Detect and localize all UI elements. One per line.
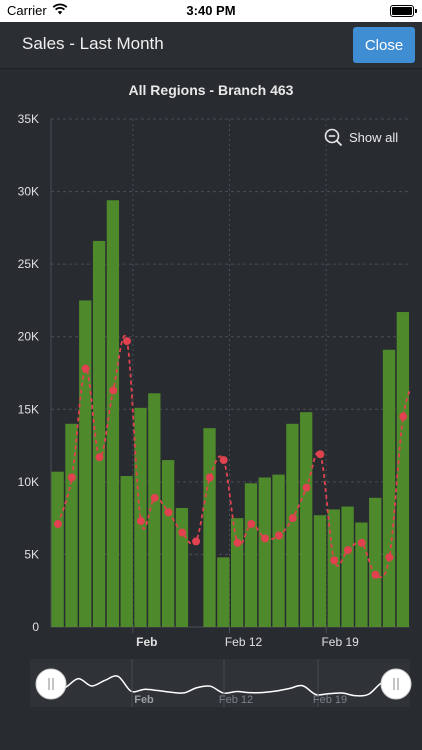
line-point (164, 508, 173, 517)
show-all-label: Show all (349, 129, 399, 145)
line-point (67, 473, 76, 482)
line-point (219, 456, 228, 465)
bar (369, 497, 382, 627)
line-series-group (54, 335, 421, 579)
handle-knob (35, 668, 67, 700)
bar-series (51, 200, 409, 628)
y-tick-label: 25K (18, 257, 39, 271)
line-point (371, 570, 380, 579)
bar (231, 518, 244, 627)
line-point (123, 337, 132, 346)
bar (396, 312, 409, 627)
bar (286, 423, 299, 627)
zoom-out-icon (324, 128, 343, 146)
chart-title: All Regions - Branch 463 (128, 82, 294, 98)
line-point (233, 538, 242, 547)
bar (272, 474, 285, 627)
line-point (54, 519, 62, 528)
line-point (81, 364, 90, 373)
line-point (385, 553, 394, 562)
wifi-icon (52, 3, 68, 15)
bar (92, 240, 106, 628)
y-tick-label: 30K (18, 185, 39, 199)
line-series (54, 335, 421, 579)
line-point (136, 517, 145, 526)
bar (217, 557, 230, 627)
bar (355, 522, 368, 627)
show-all-button[interactable]: Show all (324, 127, 398, 147)
bar (79, 300, 92, 627)
line-point (95, 453, 104, 462)
bar (203, 428, 216, 627)
y-tick-label: 10K (18, 475, 39, 489)
navigator-tick-label: Feb 19 (313, 694, 347, 706)
navigator-tick-label: Feb 12 (219, 694, 253, 706)
y-tick-label: 5K (24, 547, 39, 561)
page-title: Sales - Last Month (22, 34, 164, 53)
x-tick-label: Feb (136, 635, 157, 649)
line-point (109, 386, 118, 395)
line-point (399, 412, 408, 421)
bar (161, 460, 175, 627)
navigator-tick-label: Feb (134, 694, 154, 706)
line-point (316, 450, 325, 459)
nav-bar: Sales - Last Month Close (0, 22, 422, 69)
bar (148, 393, 161, 627)
line-point (413, 373, 421, 381)
axis-labels: 0 5K 10K 15K 20K 25K 30K 35K Feb Feb 12 Feb 19 (18, 112, 360, 649)
status-bar: Carrier 3:40 PM (0, 0, 422, 22)
bar (106, 200, 120, 627)
navigator-right-handle[interactable] (380, 668, 412, 700)
navigator-background (30, 659, 410, 707)
bar (120, 476, 133, 627)
line-point (150, 493, 159, 502)
navigator: Feb Feb 12 Feb 19 (30, 659, 412, 707)
bar (51, 471, 64, 627)
bar (300, 412, 313, 627)
y-tick-label: 35K (18, 112, 39, 126)
bar (65, 423, 78, 627)
x-tick-label: Feb 19 (321, 635, 359, 649)
bar (313, 515, 327, 627)
line-point (247, 519, 256, 528)
line-point (343, 546, 352, 555)
line-point (274, 531, 283, 540)
navigator-left-handle[interactable] (35, 668, 67, 700)
x-tick-label: Feb 12 (225, 635, 263, 649)
line-point (192, 537, 201, 546)
bar (244, 483, 258, 627)
y-tick-label: 15K (18, 402, 39, 416)
line-point (205, 473, 214, 482)
line-point (357, 538, 366, 547)
status-time: 3:40 PM (186, 3, 236, 18)
battery-icon (390, 5, 417, 17)
line-point (178, 528, 187, 537)
bar (341, 506, 354, 627)
line-point (288, 514, 297, 523)
bar (258, 477, 271, 627)
line-point (330, 556, 339, 565)
handle-knob (380, 668, 412, 700)
close-button[interactable]: Close (353, 27, 415, 63)
y-tick-label: 20K (18, 330, 39, 344)
y-tick-label: 0 (32, 620, 39, 634)
line-point (261, 534, 270, 543)
line-point (302, 483, 311, 492)
carrier-label: Carrier (7, 3, 47, 18)
bar (382, 349, 396, 627)
